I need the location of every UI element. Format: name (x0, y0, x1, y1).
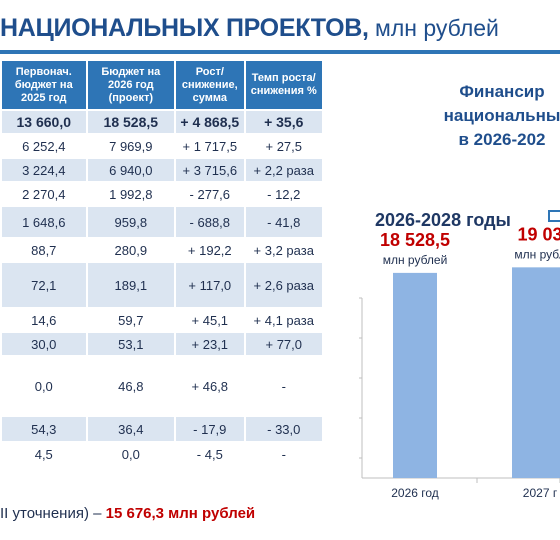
bar-value-label: 19 03 (517, 224, 560, 244)
table-cell: + 3 715,6 (176, 159, 244, 181)
table-cell: 3 224,4 (2, 159, 86, 181)
table-cell: + 35,6 (245, 111, 322, 133)
table-row: 0,0 46,8 + 46,8- (2, 357, 322, 415)
table-cell: 53,1 (87, 333, 175, 355)
table-cell: 36,4 (87, 417, 175, 441)
table-cell: 18 528,5 (87, 111, 175, 133)
table-header-row: Первонач. бюджет на 2025 год Бюджет на 2… (2, 61, 322, 109)
table-row: 30,0 53,1 + 23,1 + 77,0 (2, 333, 322, 355)
table-cell: 6 252,4 (2, 135, 86, 157)
bar-unit-label: млн рублей (383, 253, 448, 267)
table-row: 14,6 59,7 + 45,1 + 4,1 раза (2, 309, 322, 331)
bar-unit-label: млн рубл (514, 247, 560, 261)
table-cell: - 277,6 (176, 183, 244, 205)
table-cell: 4,5 (2, 443, 86, 465)
table-cell: + 2,6 раза (245, 263, 322, 307)
table-row: 88,7 280,9 + 192,2 + 3,2 раза (2, 239, 322, 261)
table-cell: 13 660,0 (2, 111, 86, 133)
table-row: 54,3 36,4- 17,9- 33,0 (2, 417, 322, 441)
table-row: 4,5 0,0- 4,5- (2, 443, 322, 465)
table-cell: 0,0 (2, 357, 86, 415)
table-cell: 959,8 (87, 207, 175, 237)
table-cell: + 4,1 раза (245, 309, 322, 331)
table-cell: 1 992,8 (87, 183, 175, 205)
table-cell: - 688,8 (176, 207, 244, 237)
table-cell: 72,1 (2, 263, 86, 307)
table-cell: + 192,2 (176, 239, 244, 261)
table-cell: 14,6 (2, 309, 86, 331)
table-cell: - 4,5 (176, 443, 244, 465)
table-cell: 280,9 (87, 239, 175, 261)
table-row: 72,1 189,1 + 117,0 + 2,6 раза (2, 263, 322, 307)
table-cell: 59,7 (87, 309, 175, 331)
table-cell: + 77,0 (245, 333, 322, 355)
table-cell: 189,1 (87, 263, 175, 307)
table-cell: 30,0 (2, 333, 86, 355)
table-cell: + 1 717,5 (176, 135, 244, 157)
chart-bar (512, 267, 560, 478)
x-tick-label: 2026 год (391, 486, 439, 500)
table-cell: - 41,8 (245, 207, 322, 237)
table-cell: 88,7 (2, 239, 86, 261)
bar-value-label: 18 528,5 (380, 230, 450, 250)
title-divider (0, 50, 560, 54)
table-cell: - 12,2 (245, 183, 322, 205)
table-cell: - (245, 443, 322, 465)
table-cell: 1 648,6 (2, 207, 86, 237)
table-cell: 46,8 (87, 357, 175, 415)
table-cell: + 23,1 (176, 333, 244, 355)
table-cell: - 17,9 (176, 417, 244, 441)
chart-heading-line: национальны (443, 106, 560, 125)
legend-marker (548, 210, 560, 222)
table-cell: 0,0 (87, 443, 175, 465)
footnote-highlight: 15 676,3 млн рублей (105, 505, 256, 522)
table-cell: 54,3 (2, 417, 86, 441)
table-cell: + 117,0 (176, 263, 244, 307)
table-body: 13 660,0 18 528,5 + 4 868,5 + 35,6 6 252,4 7 … (2, 111, 322, 465)
budget-table: Первонач. бюджет на 2025 год Бюджет на 2… (0, 59, 324, 467)
column-header-budget-2026: Бюджет на 2026 год (проект) (87, 61, 175, 109)
footnote: II уточнения) – 15 676,3 млн рублей (0, 505, 255, 522)
x-tick-label: 2027 г (523, 486, 558, 500)
table-cell: + 3,2 раза (245, 239, 322, 261)
column-header-initial-2025: Первонач. бюджет на 2025 год (2, 61, 86, 109)
table-row: 6 252,4 7 969,9 + 1 717,5 + 27,5 (2, 135, 322, 157)
table-cell: - 33,0 (245, 417, 322, 441)
footnote-prefix: II уточнения) – (0, 505, 106, 522)
table-cell: 2 270,4 (2, 183, 86, 205)
table-cell: + 45,1 (176, 309, 244, 331)
column-header-change-sum: Рост/ снижение, сумма (176, 61, 244, 109)
table-row: 3 224,4 6 940,0 + 3 715,6 + 2,2 раза (2, 159, 322, 181)
table-cell: + 27,5 (245, 135, 322, 157)
column-header-change-rate: Темп роста/ снижения % (245, 61, 322, 109)
table-cell: + 2,2 раза (245, 159, 322, 181)
table-row: 1 648,6 959,8- 688,8- 41,8 (2, 207, 322, 237)
page-title-bold: НАЦИОНАЛЬНЫХ ПРОЕКТОВ, (0, 14, 369, 42)
page-title: НАЦИОНАЛЬНЫХ ПРОЕКТОВ, млн рублей (0, 14, 499, 43)
table-row: 2 270,4 1 992,8- 277,6- 12,2 (2, 183, 322, 205)
chart-heading-line: в 2026-202 (458, 130, 546, 149)
table-cell: + 46,8 (176, 357, 244, 415)
chart-heading: Финансир национальны в 2026-202 (402, 80, 560, 152)
chart-bar (393, 272, 437, 478)
table-cell: 7 969,9 (87, 135, 175, 157)
page-title-unit: млн рублей (368, 15, 499, 41)
table-cell: 6 940,0 (87, 159, 175, 181)
chart-heading-line: Финансир (459, 82, 545, 101)
table-cell: - (245, 357, 322, 415)
table-row-total: 13 660,0 18 528,5 + 4 868,5 + 35,6 (2, 111, 322, 133)
period-label: 2026-2028 годы (375, 210, 511, 230)
table-cell: + 4 868,5 (176, 111, 244, 133)
